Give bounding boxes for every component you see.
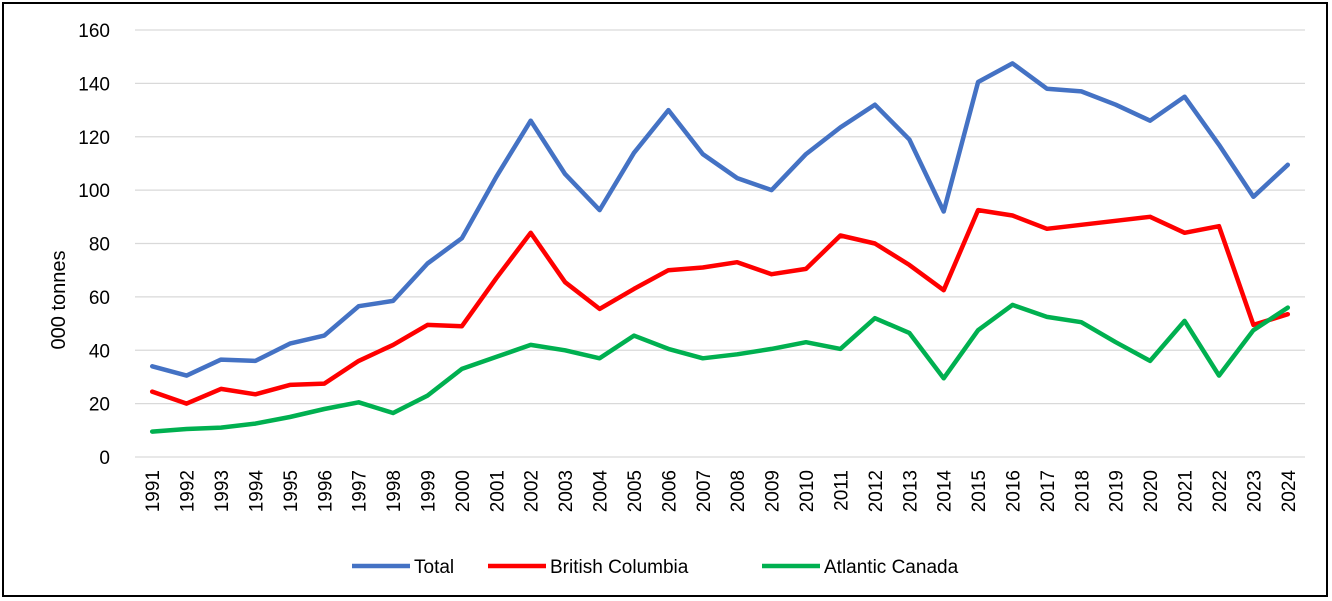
y-tick-label: 60 xyxy=(89,288,110,309)
legend-label-2: Atlantic Canada xyxy=(824,557,959,578)
y-axis-label: 000 tonnes xyxy=(48,251,70,350)
x-tick-label: 2021 xyxy=(1176,470,1197,512)
legend: Total British Columbia Atlantic Canada xyxy=(352,557,959,578)
y-axis-ticks: 0 20 40 60 80 100 120 140 160 xyxy=(78,21,110,469)
x-tick-label: 2011 xyxy=(831,470,852,511)
y-tick-label: 80 xyxy=(89,235,110,256)
x-tick-label: 2008 xyxy=(728,470,749,512)
x-tick-label: 2016 xyxy=(1004,470,1025,512)
x-tick-label: 2003 xyxy=(556,470,577,512)
x-tick-label: 2006 xyxy=(659,470,680,512)
y-tick-label: 0 xyxy=(99,448,110,469)
series-lines xyxy=(149,61,1291,434)
x-tick-label: 2010 xyxy=(797,470,818,512)
x-tick-label: 2012 xyxy=(866,470,887,512)
x-tick-label: 2000 xyxy=(453,470,474,512)
x-tick-label: 2004 xyxy=(591,470,612,513)
legend-label-0: Total xyxy=(414,557,454,578)
x-tick-label: 2019 xyxy=(1107,470,1128,512)
y-tick-label: 40 xyxy=(89,341,110,362)
x-tick-label: 2020 xyxy=(1141,470,1162,512)
x-tick-label: 2023 xyxy=(1244,470,1265,512)
x-tick-label: 2002 xyxy=(522,470,543,512)
series-line-0 xyxy=(149,61,1291,378)
x-tick-label: 1994 xyxy=(246,470,267,513)
x-tick-label: 1999 xyxy=(419,470,440,512)
series-line-1 xyxy=(149,207,1291,406)
x-tick-label: 1991 xyxy=(143,470,164,512)
x-tick-label: 2022 xyxy=(1210,470,1231,512)
x-tick-label: 2007 xyxy=(694,470,715,512)
x-axis-ticks: 1991 1992 1993 1994 1995 1996 1997 1998 1999 2000… xyxy=(143,470,1300,513)
x-tick-label: 2013 xyxy=(900,470,921,512)
x-tick-label: 1992 xyxy=(178,470,199,512)
x-tick-label: 2009 xyxy=(763,470,784,512)
legend-label-1: British Columbia xyxy=(550,557,689,578)
y-tick-label: 100 xyxy=(78,181,110,202)
x-tick-label: 1993 xyxy=(212,470,233,512)
y-tick-label: 140 xyxy=(78,74,110,95)
series-line-2 xyxy=(149,302,1291,434)
x-tick-label: 2024 xyxy=(1279,470,1300,513)
x-tick-label: 1997 xyxy=(350,470,371,512)
gridlines xyxy=(135,29,1305,458)
x-tick-label: 1996 xyxy=(315,470,336,512)
y-tick-label: 20 xyxy=(89,395,110,416)
y-tick-label: 160 xyxy=(78,21,110,42)
x-tick-label: 1998 xyxy=(384,470,405,512)
x-tick-label: 2014 xyxy=(935,470,956,513)
x-tick-label: 2017 xyxy=(1038,470,1059,512)
x-tick-label: 2001 xyxy=(487,470,508,512)
y-tick-label: 120 xyxy=(78,128,110,149)
x-tick-label: 2005 xyxy=(625,470,646,512)
x-tick-label: 1995 xyxy=(281,470,302,512)
x-tick-label: 2015 xyxy=(969,470,990,512)
x-tick-label: 2018 xyxy=(1072,470,1093,512)
